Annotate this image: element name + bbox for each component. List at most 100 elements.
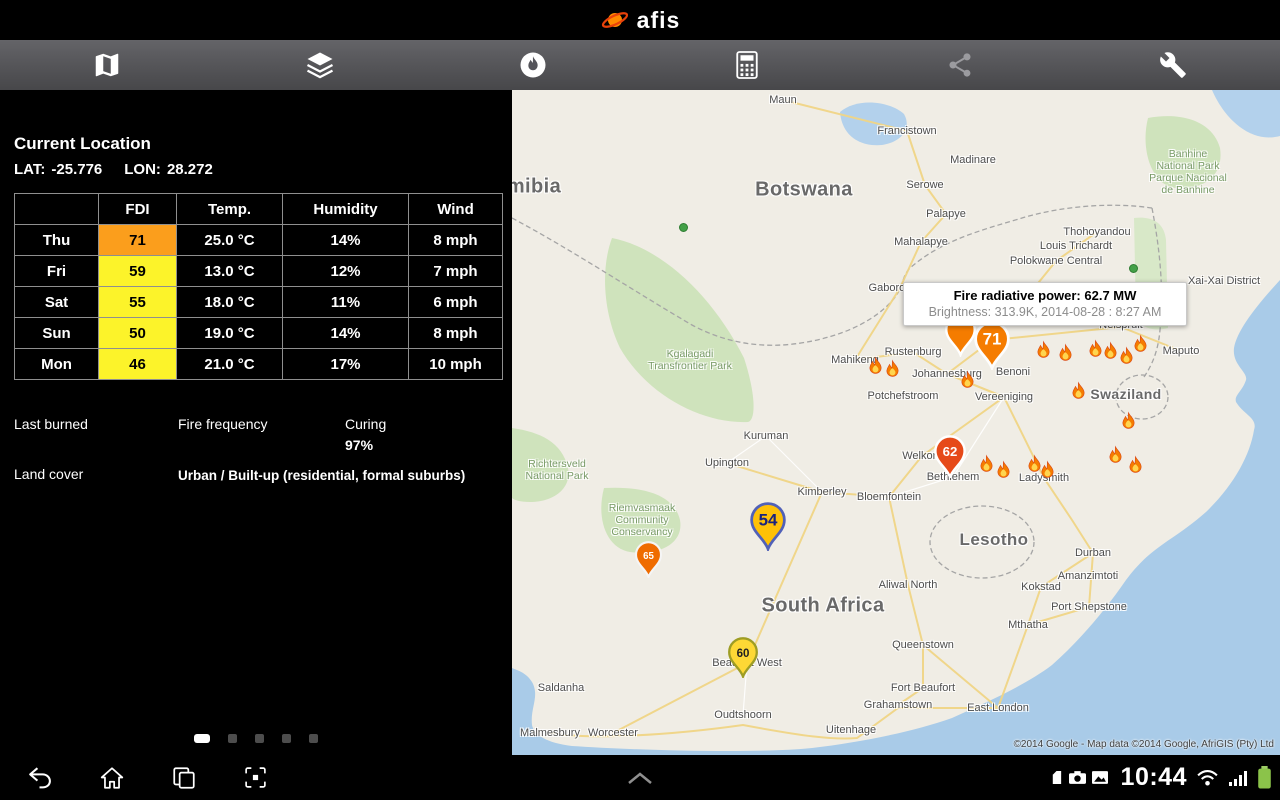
gallery-icon bbox=[1091, 771, 1108, 784]
fire-icon[interactable] bbox=[1118, 411, 1139, 431]
forecast-col-header: FDI bbox=[98, 193, 177, 225]
fdi-marker[interactable]: 65 bbox=[634, 541, 663, 579]
page-dot-0[interactable] bbox=[194, 734, 210, 743]
map-view[interactable]: Kgalagadi Transfrontier Park Richtersveld N… bbox=[512, 90, 1280, 755]
forecast-row: Thu 71 25.0 °C 14% 8 mph bbox=[14, 224, 503, 256]
city-label: Queenstown bbox=[892, 639, 954, 651]
fire-icon[interactable] bbox=[1024, 454, 1045, 474]
afis-logo-text: afis bbox=[636, 6, 681, 33]
fdi-cell: 71 bbox=[98, 224, 177, 256]
country-label: Lesotho bbox=[959, 530, 1029, 549]
lon-value: 28.272 bbox=[166, 161, 213, 178]
city-label: Serowe bbox=[906, 179, 944, 191]
park-label: Riemvasmaak Community Conservancy bbox=[608, 502, 676, 538]
signal-icon bbox=[1229, 770, 1247, 786]
lat-label: LAT: bbox=[14, 161, 46, 178]
forecast-col-header: Wind bbox=[408, 193, 503, 225]
city-label: Durban bbox=[1074, 547, 1112, 559]
share-tool-button[interactable] bbox=[853, 40, 1066, 90]
fire-icon[interactable] bbox=[1033, 340, 1054, 360]
wifi-icon bbox=[1197, 770, 1218, 786]
fdi-cell: 46 bbox=[98, 348, 177, 380]
page-dot-3[interactable] bbox=[282, 734, 291, 743]
humidity-cell: 11% bbox=[282, 286, 409, 318]
recent-apps-icon bbox=[173, 766, 195, 789]
page-dot-4[interactable] bbox=[309, 734, 318, 743]
back-button[interactable] bbox=[26, 765, 53, 790]
day-cell: Fri bbox=[14, 255, 99, 287]
page-title: Current Location bbox=[14, 134, 151, 153]
fire-icon[interactable] bbox=[1116, 346, 1137, 366]
city-label: Louis Trichardt bbox=[1039, 240, 1113, 252]
day-cell: Sat bbox=[14, 286, 99, 318]
park-label: Richtersveld National Park bbox=[525, 458, 589, 482]
fire-icon[interactable] bbox=[882, 359, 903, 379]
fdi-marker[interactable]: 54 bbox=[749, 502, 787, 551]
fdi-marker[interactable]: 60 bbox=[727, 637, 759, 678]
fire-icon[interactable] bbox=[1037, 460, 1058, 480]
wind-cell: 10 mph bbox=[408, 348, 503, 380]
fire-icon[interactable] bbox=[976, 454, 997, 474]
fire-icon[interactable] bbox=[1068, 381, 1089, 401]
fire-icon[interactable] bbox=[993, 460, 1014, 480]
expand-handle[interactable] bbox=[625, 755, 655, 800]
lon-label: LON: bbox=[124, 161, 161, 178]
wind-cell: 8 mph bbox=[408, 224, 503, 256]
map-attribution: ©2014 Google - Map data ©2014 Google, Af… bbox=[1013, 739, 1274, 750]
afis-logo-icon bbox=[601, 12, 628, 28]
android-navbar: 10:44 bbox=[0, 755, 1280, 800]
fire-danger-tool-button[interactable] bbox=[427, 40, 640, 90]
country-label: South Africa bbox=[761, 594, 885, 617]
country-label: Botswana bbox=[755, 178, 853, 201]
park-label: Kgalagadi Transfrontier Park bbox=[648, 348, 732, 372]
fdi-marker[interactable]: 62 bbox=[933, 435, 967, 479]
layers-tool-button[interactable] bbox=[213, 40, 426, 90]
land-cover-value: Urban / Built-up (residential, formal su… bbox=[178, 468, 466, 483]
fire-icon[interactable] bbox=[865, 356, 886, 376]
fire-icon[interactable] bbox=[1105, 445, 1126, 465]
clock[interactable]: 10:44 bbox=[1120, 763, 1187, 791]
temp-cell: 19.0 °C bbox=[176, 317, 283, 349]
fdi-marker[interactable]: 71 bbox=[973, 321, 1011, 370]
layers-icon bbox=[306, 52, 334, 79]
forecast-col-header: Temp. bbox=[176, 193, 283, 225]
home-icon bbox=[100, 766, 124, 789]
home-button[interactable] bbox=[99, 766, 125, 790]
wind-cell: 7 mph bbox=[408, 255, 503, 287]
back-icon bbox=[29, 767, 51, 789]
forecast-table: FDI Temp. Humidity Wind Thu 71 25.0 °C 14% 8 mp… bbox=[14, 193, 503, 380]
city-label: Fort Beaufort bbox=[890, 682, 956, 694]
screen-capture-icon bbox=[245, 767, 266, 788]
city-label: Polokwane Central bbox=[1009, 255, 1103, 267]
temp-cell: 21.0 °C bbox=[176, 348, 283, 380]
fire-icon[interactable] bbox=[1130, 334, 1151, 354]
svg-text:62: 62 bbox=[943, 444, 958, 459]
fire-brightness-text: Brightness: 313.9K, 2014-08-28 : 8:27 AM bbox=[928, 305, 1162, 319]
fire-icon[interactable] bbox=[1125, 455, 1146, 475]
page-dot-1[interactable] bbox=[228, 734, 237, 743]
page-dot-2[interactable] bbox=[255, 734, 264, 743]
svg-text:65: 65 bbox=[643, 551, 654, 562]
recent-apps-button[interactable] bbox=[171, 766, 197, 790]
svg-text:71: 71 bbox=[983, 330, 1002, 349]
map-tool-button[interactable] bbox=[0, 40, 213, 90]
city-label: East London bbox=[967, 702, 1029, 714]
fire-icon[interactable] bbox=[1085, 339, 1106, 359]
tools-tool-button[interactable] bbox=[1067, 40, 1280, 90]
fire-icon[interactable] bbox=[1055, 343, 1076, 363]
fire-icon[interactable] bbox=[1100, 341, 1121, 361]
station-dot-marker[interactable] bbox=[679, 223, 688, 232]
city-label: Bethlehem bbox=[926, 471, 980, 483]
fire-icon[interactable] bbox=[957, 370, 978, 390]
curing-value: 97% bbox=[345, 437, 374, 453]
city-label: Mahalapye bbox=[894, 236, 948, 248]
toolbar bbox=[0, 40, 1280, 90]
city-label: Potchefstroom bbox=[867, 390, 939, 402]
city-label: Mthatha bbox=[1008, 619, 1048, 631]
screen-capture-button[interactable] bbox=[243, 765, 268, 790]
station-dot-marker[interactable] bbox=[1129, 264, 1138, 273]
forecast-row: Sat 55 18.0 °C 11% 6 mph bbox=[14, 286, 503, 318]
page-indicator bbox=[0, 734, 512, 743]
city-label: Malmesbury bbox=[520, 727, 580, 739]
calculator-tool-button[interactable] bbox=[640, 40, 853, 90]
